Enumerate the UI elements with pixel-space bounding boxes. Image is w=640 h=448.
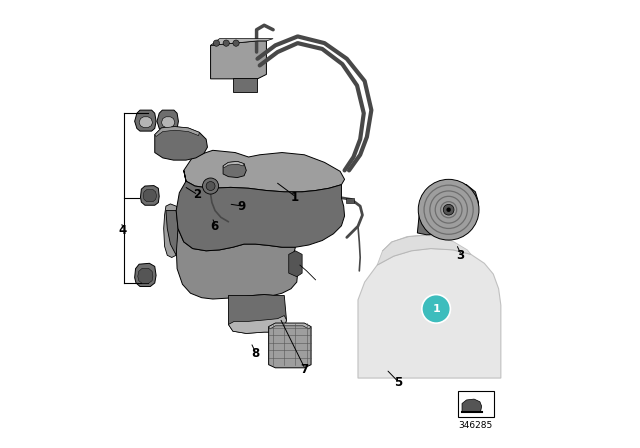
Text: 9: 9	[237, 200, 246, 213]
Polygon shape	[462, 399, 482, 413]
Text: 6: 6	[211, 220, 219, 233]
Polygon shape	[269, 323, 311, 368]
Circle shape	[206, 181, 215, 190]
Polygon shape	[157, 110, 179, 131]
Text: 2: 2	[193, 189, 201, 202]
Circle shape	[233, 40, 239, 46]
Polygon shape	[155, 127, 200, 137]
Text: 346285: 346285	[459, 421, 493, 430]
Polygon shape	[161, 117, 175, 128]
Circle shape	[446, 207, 451, 212]
Polygon shape	[155, 127, 207, 160]
Polygon shape	[289, 251, 302, 277]
Polygon shape	[211, 41, 266, 79]
Polygon shape	[164, 204, 179, 258]
Polygon shape	[417, 181, 479, 235]
Polygon shape	[184, 151, 344, 192]
Polygon shape	[358, 249, 501, 378]
Text: 8: 8	[251, 347, 259, 360]
Polygon shape	[134, 263, 156, 287]
Polygon shape	[176, 228, 298, 299]
Polygon shape	[377, 235, 471, 265]
Circle shape	[202, 178, 219, 194]
Text: 4: 4	[118, 224, 126, 237]
Polygon shape	[139, 117, 152, 128]
Polygon shape	[143, 190, 157, 202]
Bar	[458, 391, 494, 417]
Polygon shape	[211, 39, 273, 45]
Polygon shape	[176, 170, 344, 251]
Circle shape	[444, 204, 454, 215]
Text: 3: 3	[456, 249, 465, 262]
Text: 5: 5	[394, 376, 402, 389]
Polygon shape	[166, 211, 178, 255]
Polygon shape	[138, 268, 153, 284]
Polygon shape	[134, 110, 156, 131]
Polygon shape	[140, 185, 159, 205]
Polygon shape	[223, 161, 244, 168]
Circle shape	[223, 40, 229, 46]
Polygon shape	[228, 295, 287, 333]
Bar	[233, 78, 257, 92]
Text: 1: 1	[432, 304, 440, 314]
Polygon shape	[223, 161, 246, 177]
Circle shape	[213, 40, 220, 46]
Circle shape	[422, 295, 451, 323]
Bar	[346, 198, 354, 203]
Text: 1: 1	[291, 191, 299, 204]
Polygon shape	[228, 315, 287, 333]
Bar	[243, 169, 252, 175]
Polygon shape	[269, 323, 311, 329]
Text: 7: 7	[300, 362, 308, 376]
Circle shape	[419, 179, 479, 240]
